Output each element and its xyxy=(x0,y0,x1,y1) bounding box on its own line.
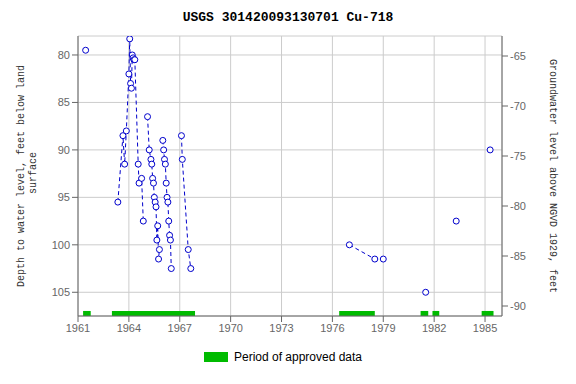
svg-text:100: 100 xyxy=(52,239,70,251)
svg-text:1982: 1982 xyxy=(422,322,446,334)
svg-text:Depth to water level, feet bel: Depth to water level, feet below land su… xyxy=(16,65,39,287)
svg-text:-80: -80 xyxy=(510,200,526,212)
svg-text:1979: 1979 xyxy=(371,322,395,334)
svg-text:1964: 1964 xyxy=(117,322,141,334)
svg-text:1961: 1961 xyxy=(66,322,90,334)
svg-text:1973: 1973 xyxy=(269,322,293,334)
svg-text:80: 80 xyxy=(58,49,70,61)
svg-text:1967: 1967 xyxy=(168,322,192,334)
svg-text:-90: -90 xyxy=(510,300,526,312)
svg-text:Groundwater level above NGVD 1: Groundwater level above NGVD 1929, feet xyxy=(547,59,558,293)
svg-text:-85: -85 xyxy=(510,250,526,262)
svg-text:1976: 1976 xyxy=(320,322,344,334)
svg-text:90: 90 xyxy=(58,144,70,156)
svg-text:85: 85 xyxy=(58,96,70,108)
svg-text:95: 95 xyxy=(58,191,70,203)
svg-text:-70: -70 xyxy=(510,100,526,112)
svg-text:105: 105 xyxy=(52,286,70,298)
svg-text:-75: -75 xyxy=(510,150,526,162)
svg-text:-65: -65 xyxy=(510,50,526,62)
html-text:USGS 301420093130701 Cu-718: USGS 301420093130701 Cu-718 xyxy=(182,10,394,25)
html-text:Period of approved data: Period of approved data xyxy=(234,350,362,364)
svg-text:1970: 1970 xyxy=(218,322,242,334)
svg-text:1985: 1985 xyxy=(473,322,497,334)
